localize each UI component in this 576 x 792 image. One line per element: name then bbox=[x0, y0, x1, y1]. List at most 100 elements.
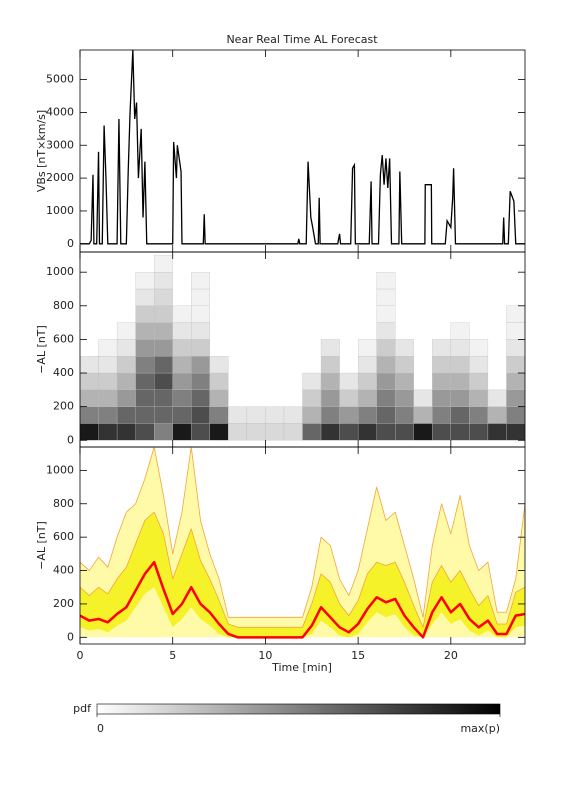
heatmap-cell bbox=[80, 423, 99, 441]
y-tick-label: 0 bbox=[67, 630, 74, 643]
heatmap-cell bbox=[395, 339, 414, 357]
heatmap-cell bbox=[80, 356, 99, 374]
heatmap-cell bbox=[357, 356, 377, 374]
heatmap-cell bbox=[172, 372, 192, 390]
heatmap-cell bbox=[191, 372, 210, 390]
heatmap-cell bbox=[487, 389, 507, 407]
heatmap-cell bbox=[395, 356, 414, 374]
x-tick-label: 10 bbox=[258, 649, 272, 662]
heatmap-cell bbox=[339, 406, 359, 424]
heatmap-cell bbox=[302, 389, 322, 407]
heatmap-cell bbox=[80, 372, 99, 390]
heatmap-cell bbox=[450, 372, 470, 390]
heatmap-cell bbox=[357, 406, 377, 424]
heatmap-cell bbox=[228, 423, 248, 441]
heatmap-cell bbox=[339, 423, 359, 441]
heatmap-cell bbox=[98, 389, 118, 407]
y-tick-label: 1000 bbox=[46, 463, 74, 476]
heatmap-cell bbox=[209, 389, 229, 407]
heatmap-cell bbox=[265, 406, 285, 424]
heatmap-cell bbox=[246, 406, 266, 424]
heatmap-cell bbox=[320, 356, 340, 374]
y-tick-label: 200 bbox=[53, 597, 74, 610]
y-tick-label: 800 bbox=[53, 497, 74, 510]
heatmap-cell bbox=[154, 305, 173, 323]
heatmap-cell bbox=[376, 272, 396, 290]
heatmap-cell bbox=[432, 339, 451, 357]
colorbar-tick-label: max(p) bbox=[460, 722, 500, 735]
heatmap-cell bbox=[98, 339, 118, 357]
y-tick-label: 800 bbox=[53, 299, 74, 312]
inner-edge bbox=[80, 511, 525, 628]
heatmap-cell bbox=[376, 423, 396, 441]
heatmap-cell bbox=[191, 339, 210, 357]
heatmap-cell bbox=[116, 356, 136, 374]
heatmap-cell bbox=[135, 389, 155, 407]
heatmap-cell bbox=[191, 272, 210, 290]
y-tick-label: 3000 bbox=[46, 138, 74, 151]
heatmap-cell bbox=[506, 322, 525, 340]
heatmap-cell bbox=[487, 406, 507, 424]
x-tick-label: 0 bbox=[77, 649, 84, 662]
heatmap-cell bbox=[283, 423, 303, 441]
heatmap-cell bbox=[98, 406, 118, 424]
heatmap-cell bbox=[191, 356, 210, 374]
heatmap-cell bbox=[172, 423, 192, 441]
y-tick-label: 1000 bbox=[46, 265, 74, 278]
y-axis-label: −AL [nT] bbox=[35, 521, 48, 570]
y-tick-label: 600 bbox=[53, 530, 74, 543]
heatmap-cell bbox=[154, 288, 173, 306]
heatmap-cell bbox=[469, 356, 489, 374]
heatmap-cell bbox=[172, 356, 192, 374]
heatmap-cell bbox=[376, 406, 396, 424]
heatmap-cell bbox=[469, 389, 489, 407]
heatmap-cell bbox=[154, 389, 173, 407]
heatmap-cell bbox=[395, 423, 414, 441]
heatmap-cell bbox=[154, 372, 173, 390]
heatmap-cell bbox=[116, 372, 136, 390]
y-axis-label: VBs [nT×km/s] bbox=[35, 110, 48, 192]
heatmap-cell bbox=[432, 406, 451, 424]
heatmap-cell bbox=[98, 356, 118, 374]
heatmap-cell bbox=[135, 339, 155, 357]
heatmap-cell bbox=[506, 423, 525, 441]
heatmap-cell bbox=[228, 406, 248, 424]
heatmap-cell bbox=[154, 339, 173, 357]
outer-edge bbox=[80, 447, 525, 618]
y-tick-label: 0 bbox=[67, 237, 74, 250]
heatmap-cell bbox=[450, 423, 470, 441]
heatmap-cell bbox=[357, 372, 377, 390]
heatmap-cell bbox=[265, 423, 285, 441]
plot-area bbox=[80, 447, 525, 639]
heatmap-cell bbox=[154, 356, 173, 374]
heatmap-cell bbox=[209, 423, 229, 441]
heatmap-cell bbox=[469, 406, 489, 424]
heatmap-cell bbox=[376, 356, 396, 374]
heatmap-cell bbox=[172, 389, 192, 407]
heatmap-cell bbox=[154, 406, 173, 424]
data-line bbox=[80, 50, 525, 245]
heatmap-cell bbox=[469, 372, 489, 390]
heatmap-cell bbox=[302, 372, 322, 390]
heatmap-cell bbox=[320, 372, 340, 390]
heatmap-cell bbox=[98, 372, 118, 390]
heatmap-cell bbox=[191, 288, 210, 306]
plot-area bbox=[80, 50, 525, 245]
heatmap-cell bbox=[80, 406, 99, 424]
y-tick-label: 600 bbox=[53, 332, 74, 345]
x-tick-label: 20 bbox=[444, 649, 458, 662]
heatmap-cell bbox=[135, 372, 155, 390]
heatmap-cell bbox=[506, 356, 525, 374]
y-tick-label: 5000 bbox=[46, 73, 74, 86]
heatmap-cell bbox=[506, 339, 525, 357]
heatmap-cell bbox=[320, 423, 340, 441]
heatmap-cell bbox=[246, 423, 266, 441]
heatmap-cell bbox=[506, 389, 525, 407]
heatmap-cell bbox=[116, 406, 136, 424]
y-tick-label: 400 bbox=[53, 366, 74, 379]
heatmap-cell bbox=[432, 356, 451, 374]
heatmap-cell bbox=[376, 305, 396, 323]
heatmap-cell bbox=[172, 406, 192, 424]
heatmap-cell bbox=[432, 423, 451, 441]
y-tick-label: 200 bbox=[53, 400, 74, 413]
